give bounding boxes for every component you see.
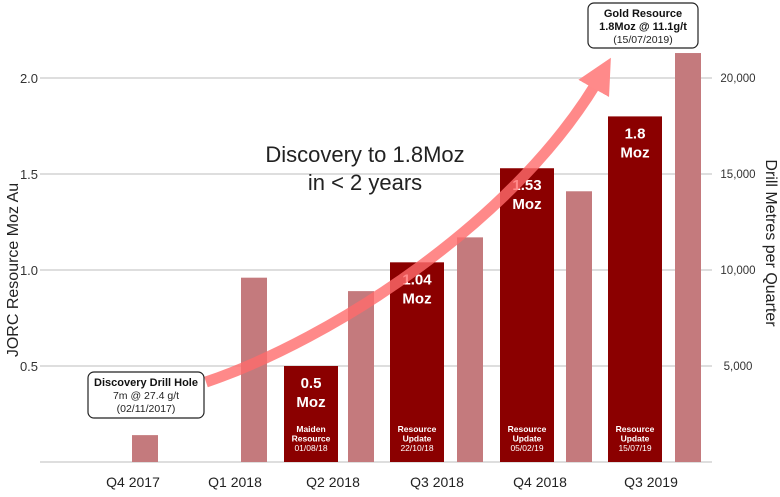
resource-bar [284, 366, 338, 462]
gold-resource-callout-title: Gold Resource [604, 8, 682, 20]
resource-bar [500, 168, 554, 463]
discovery-callout-title: Discovery Drill Hole [94, 377, 198, 389]
resource-note: 05/02/19 [510, 443, 543, 453]
y2-tick-label: 15,000 [720, 169, 755, 181]
resource-note: 15/07/19 [618, 443, 651, 453]
resource-value-label: 0.5 [301, 375, 322, 392]
arrow-caption-line1: Discovery to 1.8Moz [265, 142, 464, 167]
resource-note: Update [403, 434, 432, 444]
resource-value-label: Moz [620, 144, 649, 161]
resource-bar [390, 262, 444, 462]
x-tick-label: Q3 2018 [410, 474, 464, 490]
y-axis-title: JORC Resource Moz Au [5, 183, 22, 357]
resource-note: Update [621, 434, 650, 444]
gold-resource-callout-date: (15/07/2019) [613, 34, 673, 46]
y2-tick-label: 10,000 [720, 265, 755, 277]
drill-metres-bar [132, 435, 158, 462]
x-tick-label: Q3 2019 [624, 474, 678, 490]
resource-note: Maiden [296, 424, 325, 434]
discovery-callout-box [87, 371, 205, 419]
drill-metres-bar [457, 237, 483, 462]
gold-resource-callout-box [587, 2, 699, 49]
gold-resource-callout-grade: 1.8Moz @ 11.1g/t [599, 21, 687, 33]
resource-value-label: 1.8 [625, 125, 646, 142]
gold-resource-callout: Gold Resource 1.8Moz @ 11.1g/t (15/07/20… [587, 2, 699, 49]
y2-tick-label: 5,000 [724, 361, 753, 373]
drill-metres-series [132, 53, 701, 462]
growth-arrow-shaft [204, 57, 611, 388]
arrow-caption-line2: in < 2 years [308, 170, 422, 195]
x-tick-label: Q2 2018 [306, 474, 360, 490]
resource-value-label: Moz [402, 290, 431, 307]
resource-value-label: Moz [296, 394, 325, 411]
y-tick-label: 1.5 [20, 167, 38, 182]
x-tick-label: Q4 2018 [513, 474, 567, 490]
chart-texts: Discovery to 1.8Moz in < 2 years JORC Re… [5, 142, 779, 357]
y-tick-label: 1.0 [20, 263, 38, 278]
drill-metres-bar [348, 291, 374, 462]
drill-metres-bar [566, 191, 592, 462]
y-tick-label: 2.0 [20, 71, 38, 86]
resource-note: 22/10/18 [400, 443, 433, 453]
y2-axis-title: Drill Metres per Quarter [762, 159, 779, 327]
x-tick-label: Q1 2018 [208, 474, 262, 490]
y2-tick-label: 20,000 [720, 73, 755, 85]
drill-metres-bar [675, 53, 701, 462]
y-tick-label: 0.5 [20, 359, 38, 374]
resource-note: Resource [508, 424, 547, 434]
resource-note: Resource [292, 434, 331, 444]
gridlines: 0.5 1.0 1.5 2.0 5,000 10,000 15,000 20,000 Q4 20… [20, 71, 756, 490]
discovery-callout: Discovery Drill Hole 7m @ 27.4 g/t (02/1… [87, 371, 205, 419]
x-tick-label: Q4 2017 [106, 474, 160, 490]
resource-series: 0.5MozMaidenResource01/08/181.04MozResou… [284, 116, 662, 463]
resource-bar [608, 116, 662, 463]
discovery-callout-grade: 7m @ 27.4 g/t [113, 390, 179, 402]
resource-value-label: Moz [512, 196, 541, 213]
resource-note: Resource [398, 424, 437, 434]
resource-note: 01/08/18 [294, 443, 327, 453]
discovery-callout-date: (02/11/2017) [117, 403, 176, 415]
resource-note: Resource [616, 424, 655, 434]
resource-note: Update [513, 434, 542, 444]
growth-arrow [204, 57, 611, 388]
